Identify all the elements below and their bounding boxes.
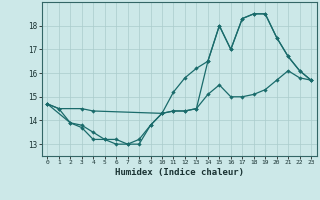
X-axis label: Humidex (Indice chaleur): Humidex (Indice chaleur) (115, 168, 244, 177)
